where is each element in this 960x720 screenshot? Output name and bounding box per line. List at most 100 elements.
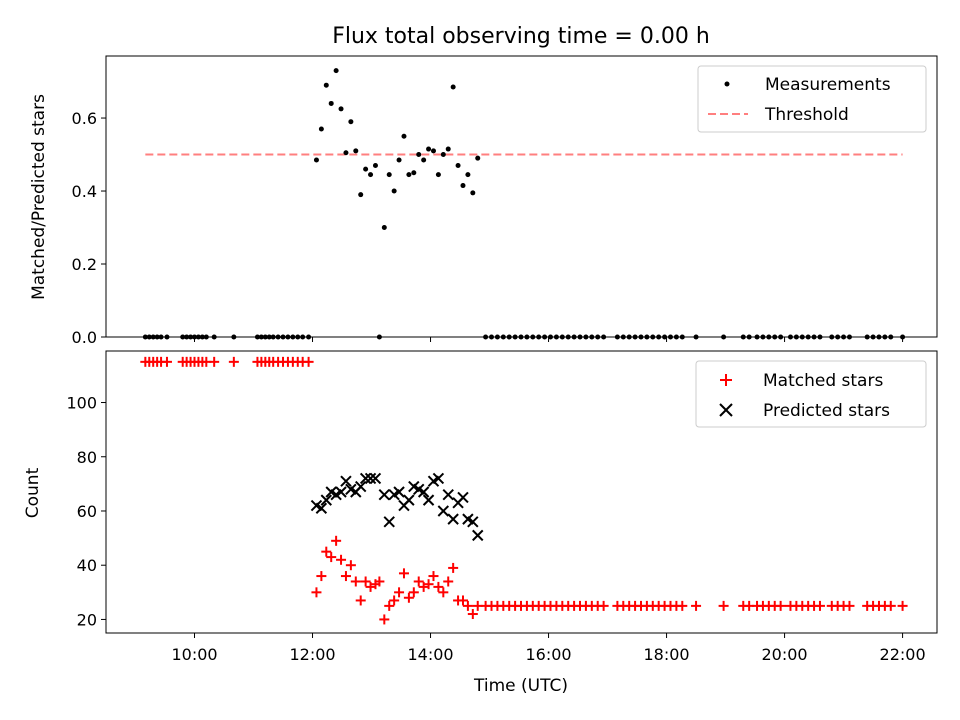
bottom-legend-frame	[695, 360, 927, 428]
matched-star-point	[467, 609, 478, 620]
measurement-point	[348, 119, 354, 125]
matched-star-point	[331, 535, 342, 546]
predicted-star-point	[432, 472, 445, 485]
matched-star-point	[311, 587, 322, 598]
top-legend: Measurements Threshold	[697, 65, 927, 133]
matched-star-point	[384, 600, 395, 611]
matched-star-point	[775, 600, 786, 611]
matched-star-point	[413, 576, 424, 587]
matched-star-point	[345, 560, 356, 571]
matched-star-point	[394, 587, 405, 598]
legend-threshold-label: Threshold	[764, 105, 849, 125]
legend-matched-marker	[720, 374, 732, 386]
predicted-star-point	[417, 486, 430, 498]
bottom-y-tick-label: 100	[66, 394, 97, 413]
matched-star-point	[443, 576, 454, 587]
matched-star-point	[303, 356, 314, 367]
matched-star-point	[316, 571, 327, 582]
top-y-axis-ticks: 0.0 0.2 0.4 0.6	[72, 109, 106, 347]
matched-star-point	[360, 576, 371, 587]
measurement-point	[323, 82, 329, 88]
bottom-y-tick-label: 60	[77, 502, 97, 521]
measurement-point	[450, 84, 456, 90]
matched-star-point	[403, 592, 414, 603]
top-panel: 0.0 0.2 0.4 0.6 Matched/Predicted stars Mea…	[29, 55, 938, 347]
predicted-star-point	[437, 505, 450, 517]
matched-star-point	[423, 579, 434, 590]
top-x-axis-ticks	[194, 337, 904, 342]
x-tick-label: 14:00	[407, 645, 453, 664]
matched-star-point	[718, 600, 729, 611]
matched-star-point	[161, 356, 172, 367]
predicted-star-point	[403, 494, 415, 506]
measurement-point	[318, 126, 324, 132]
predicted-star-point	[359, 472, 372, 485]
matched-star-point	[340, 571, 351, 582]
measurement-point	[386, 172, 392, 178]
top-legend-frame	[697, 65, 927, 133]
measurement-point	[435, 172, 441, 178]
measurement-point	[372, 162, 378, 168]
predicted-star-point	[340, 475, 352, 487]
top-y-axis-label: Matched/Predicted stars	[29, 94, 49, 300]
predicted-star-point	[393, 486, 405, 498]
bottom-panel: 20 40 60 80 100 10:00 12:00 14:00 16:00 18:00 20:…	[23, 350, 938, 696]
predicted-star-point	[472, 529, 484, 542]
measurement-point	[411, 170, 417, 176]
matched-star-point	[598, 600, 609, 611]
measurement-point	[460, 183, 466, 189]
measurement-point	[470, 190, 476, 196]
predicted-star-point	[369, 472, 382, 485]
matched-star-point	[355, 595, 366, 606]
measurement-point	[401, 133, 407, 139]
measurement-point	[445, 146, 451, 152]
measurement-point	[455, 162, 461, 168]
predicted-star-point	[422, 494, 435, 506]
predicted-star-point	[320, 494, 332, 506]
predicted-star-point	[467, 516, 479, 528]
x-tick-label: 18:00	[644, 645, 690, 664]
top-y-tick-label: 0.6	[72, 109, 97, 128]
matched-star-point	[398, 568, 409, 579]
bottom-plot-frame	[105, 350, 938, 634]
matched-star-point	[897, 600, 908, 611]
top-plot-frame	[105, 55, 938, 338]
x-tick-label: 22:00	[880, 645, 926, 664]
x-tick-label: 12:00	[289, 645, 335, 664]
top-y-tick-label: 0.4	[72, 182, 97, 201]
bottom-y-axis-label: Count	[23, 467, 43, 518]
bottom-y-tick-label: 20	[77, 610, 97, 629]
legend-predicted-marker	[719, 403, 733, 417]
measurement-point	[363, 166, 369, 172]
measurement-point	[391, 188, 397, 194]
x-axis-label: Time (UTC)	[473, 676, 568, 696]
matched-star-point	[408, 587, 419, 598]
matched-star-point	[379, 614, 390, 625]
measurement-point	[313, 157, 319, 163]
matched-star-point	[336, 554, 347, 565]
predicted-star-point	[335, 486, 347, 498]
matched-star-point	[350, 576, 361, 587]
measurement-point	[426, 146, 432, 152]
measurement-point	[421, 157, 427, 163]
legend-measurements-label: Measurements	[765, 75, 891, 95]
matched-star-point	[433, 581, 444, 592]
matched-star-point	[428, 571, 439, 582]
matched-star-point	[462, 600, 473, 611]
matched-star-point	[438, 587, 449, 598]
measurement-point	[328, 100, 334, 106]
top-y-tick-label: 0.0	[72, 328, 97, 347]
measurement-point	[358, 192, 364, 198]
matched-star-point	[844, 600, 855, 611]
matched-star-point	[677, 600, 688, 611]
measurement-point	[381, 225, 387, 231]
legend-predicted-label: Predicted stars	[763, 401, 890, 421]
matched-star-point	[691, 600, 702, 611]
measurement-point	[333, 68, 339, 74]
matched-star-point	[457, 595, 468, 606]
measurement-point	[475, 155, 481, 161]
bottom-legend: Matched stars Predicted stars	[695, 360, 927, 428]
x-tick-label: 16:00	[525, 645, 571, 664]
predicted-star-point	[457, 491, 469, 504]
